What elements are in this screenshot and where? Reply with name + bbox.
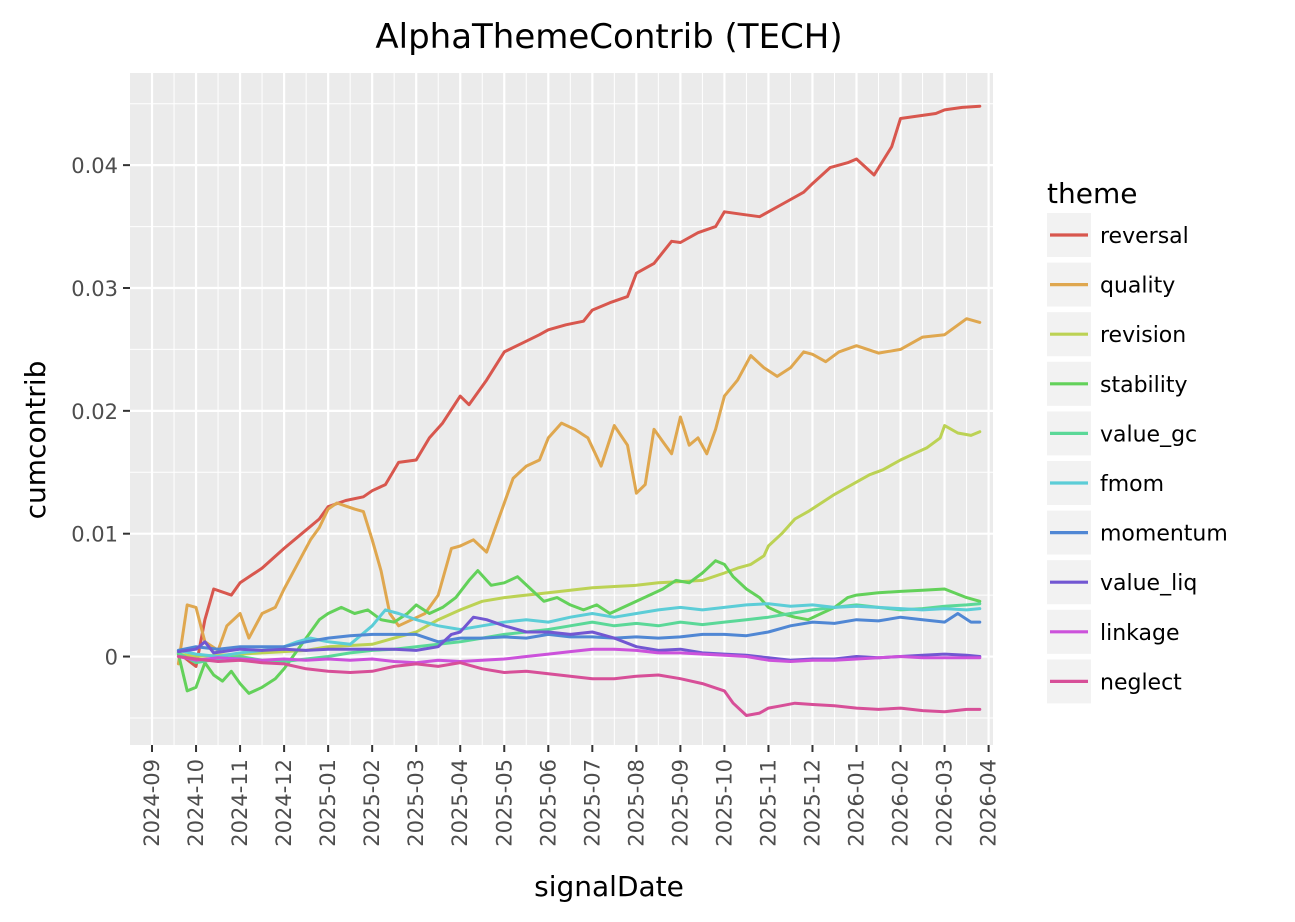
x-tick-label: 2025-04 <box>448 759 472 847</box>
x-tick-label: 2026-02 <box>889 759 913 847</box>
series-line-stability <box>176 559 982 695</box>
legend-label-quality: quality <box>1100 274 1175 299</box>
legend-label-neglect: neglect <box>1100 670 1182 695</box>
x-tick-label: 2025-10 <box>712 759 736 847</box>
legend-label-fmom: fmom <box>1100 472 1164 497</box>
x-tick-label: 2025-03 <box>404 759 428 847</box>
y-tick-label: 0 <box>105 646 118 670</box>
x-tick-label: 2025-11 <box>756 759 780 847</box>
x-axis: 2024-09 2024-10 2024-11 2024-12 2025-01 2025-… <box>140 745 1001 847</box>
series-line-momentum <box>176 612 982 652</box>
series-line-fmom <box>176 602 982 658</box>
x-tick-label: 2025-09 <box>668 759 692 847</box>
x-tick-label: 2025-06 <box>536 759 560 847</box>
x-axis-title: signalDate <box>534 870 684 903</box>
y-axis: 0 0.01 0.02 0.03 0.04 <box>71 154 130 670</box>
series-line-reversal <box>176 104 982 668</box>
x-tick-label: 2025-02 <box>360 759 384 847</box>
x-tick-label: 2026-04 <box>977 759 1001 847</box>
series-line-linkage <box>176 647 982 665</box>
plot-panel <box>130 73 993 745</box>
y-tick-label: 0.02 <box>71 400 118 424</box>
x-tick-label: 2024-09 <box>140 759 164 847</box>
x-tick-label: 2025-05 <box>492 759 516 847</box>
x-tick-label: 2026-03 <box>933 759 957 847</box>
legend: theme reversal quality revision stability va… <box>1047 177 1228 704</box>
minor-gridlines <box>130 73 993 745</box>
x-tick-label: 2024-11 <box>228 759 252 847</box>
series-lines <box>176 104 982 717</box>
x-tick-label: 2024-12 <box>272 759 296 847</box>
x-tick-label: 2026-01 <box>845 759 869 847</box>
legend-label-value_gc: value_gc <box>1100 422 1197 447</box>
legend-label-revision: revision <box>1100 323 1186 348</box>
x-tick-label: 2024-10 <box>184 759 208 847</box>
y-axis-title: cumcontrib <box>19 361 52 520</box>
x-tick-label: 2025-12 <box>801 759 825 847</box>
series-line-quality <box>176 317 982 666</box>
legend-title: theme <box>1047 177 1137 210</box>
y-tick-label: 0.01 <box>71 523 118 547</box>
x-tick-label: 2025-01 <box>316 759 340 847</box>
legend-label-momentum: momentum <box>1100 522 1228 547</box>
y-tick-label: 0.03 <box>71 277 118 301</box>
legend-label-reversal: reversal <box>1100 224 1189 249</box>
legend-label-linkage: linkage <box>1100 621 1180 646</box>
chart-title: AlphaThemeContrib (TECH) <box>375 17 842 57</box>
series-line-neglect <box>176 655 982 717</box>
x-tick-label: 2025-07 <box>580 759 604 847</box>
x-tick-label: 2025-08 <box>624 759 648 847</box>
legend-label-value_liq: value_liq <box>1100 571 1197 596</box>
y-tick-label: 0.04 <box>71 154 118 178</box>
legend-label-stability: stability <box>1100 373 1188 398</box>
